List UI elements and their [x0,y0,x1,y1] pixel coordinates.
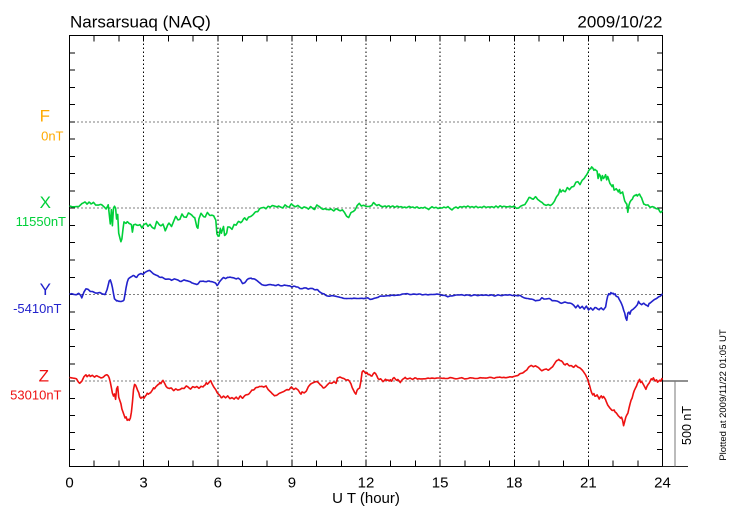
svg-text:11550nT: 11550nT [16,214,66,229]
svg-text:F: F [40,107,50,126]
svg-text:9: 9 [288,475,296,492]
svg-text:18: 18 [506,475,523,492]
svg-text:X: X [40,193,51,212]
svg-text:12: 12 [358,475,375,492]
svg-text:0: 0 [65,475,73,492]
svg-text:6: 6 [214,475,222,492]
svg-text:2009/10/22: 2009/10/22 [577,13,662,32]
svg-text:3: 3 [139,475,147,492]
svg-text:24: 24 [654,475,671,492]
svg-text:500 nT: 500 nT [680,406,694,445]
svg-text:Z: Z [39,367,49,386]
svg-text:-5410nT: -5410nT [13,301,61,316]
svg-text:Y: Y [40,280,51,299]
svg-text:21: 21 [580,475,597,492]
svg-text:53010nT: 53010nT [10,388,61,403]
svg-text:0nT: 0nT [41,128,63,143]
svg-text:U T (hour): U T (hour) [332,490,400,507]
svg-text:Plotted at 2009/11/22 01:05 UT: Plotted at 2009/11/22 01:05 UT [718,329,729,461]
svg-text:15: 15 [432,475,449,492]
svg-text:Narsarsuaq (NAQ): Narsarsuaq (NAQ) [70,13,211,32]
